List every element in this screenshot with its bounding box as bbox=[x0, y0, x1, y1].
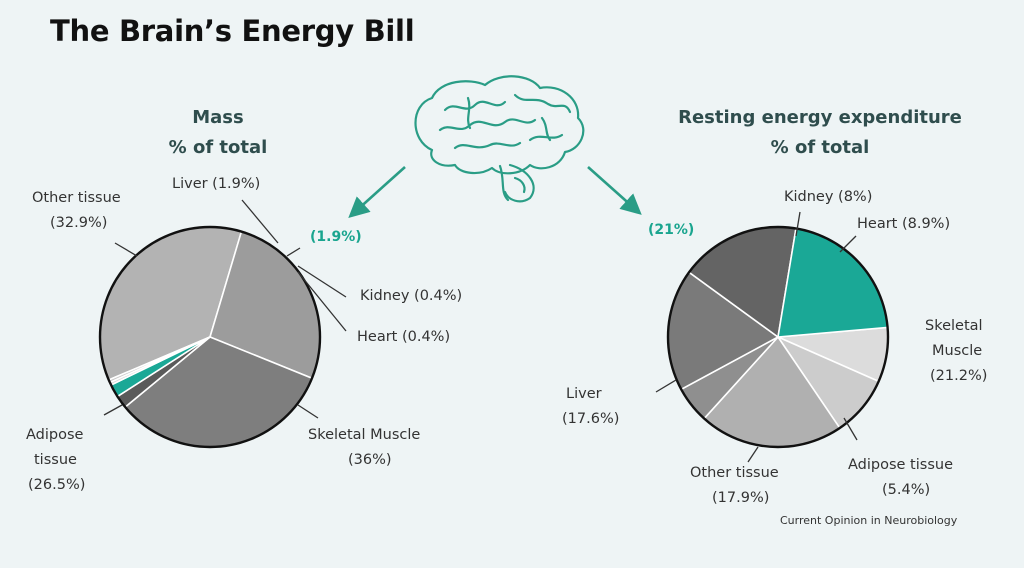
left-arrow bbox=[348, 166, 406, 218]
energy-leader-liver bbox=[655, 379, 677, 393]
mass-chart-title-line2: % of total bbox=[168, 137, 268, 158]
energy-label-other-tissue-0: Other tissue bbox=[690, 465, 779, 481]
energy-label-skeletal-muscle-2: (21.2%) bbox=[930, 368, 987, 384]
energy-chart-title-line2: % of total bbox=[770, 137, 870, 158]
source-credit: Current Opinion in Neurobiology bbox=[780, 514, 958, 527]
brain-illustration-icon bbox=[414, 75, 585, 203]
energy-slice-brain bbox=[777, 227, 889, 338]
energy-label-kidney-0: Kidney (8%) bbox=[784, 189, 872, 205]
mass-pie-chart bbox=[98, 225, 322, 449]
energy-leader-heart bbox=[839, 235, 857, 253]
mass-leader-liver bbox=[241, 199, 279, 244]
mass-label-kidney-0: Kidney (0.4%) bbox=[360, 288, 462, 304]
mass-label-adipose-tissue-0: Adipose bbox=[26, 427, 84, 443]
energy-label-adipose-tissue-1: (5.4%) bbox=[882, 482, 930, 498]
energy-leader-adipose-tissue bbox=[843, 417, 858, 441]
page-title: The Brain’s Energy Bill bbox=[50, 14, 415, 48]
mass-label-other-tissue-1: (32.9%) bbox=[50, 215, 107, 231]
mass-leader-adipose-tissue bbox=[103, 404, 123, 416]
energy-label-liver-0: Liver bbox=[566, 386, 602, 402]
right-arrow bbox=[587, 166, 642, 215]
energy-label-adipose-tissue-0: Adipose tissue bbox=[848, 457, 953, 473]
mass-leader-heart bbox=[297, 271, 347, 332]
mass-leader-kidney bbox=[297, 265, 347, 298]
mass-leader-skeletal-muscle bbox=[297, 404, 319, 419]
energy-leader-other-tissue bbox=[747, 446, 759, 463]
mass-label-other-tissue-0: Other tissue bbox=[32, 190, 121, 206]
energy-label-other-tissue-1: (17.9%) bbox=[712, 490, 769, 506]
mass-label-heart-0: Heart (0.4%) bbox=[357, 329, 450, 345]
mass-label-skeletal-muscle-0: Skeletal Muscle bbox=[308, 427, 420, 443]
energy-leader-kidney bbox=[795, 211, 801, 237]
energy-label-skeletal-muscle-0: Skeletal bbox=[925, 318, 983, 334]
energy-label-liver-1: (17.6%) bbox=[562, 411, 619, 427]
mass-label-skeletal-muscle-1: (36%) bbox=[348, 452, 392, 468]
energy-pie-chart bbox=[666, 225, 890, 449]
mass-label-liver-0: Liver (1.9%) bbox=[172, 176, 260, 192]
mass-chart-title-line1: Mass bbox=[192, 107, 244, 128]
chart-labels: Skeletal Muscle (36%) Adipose tissue (26.5%)… bbox=[26, 176, 987, 506]
mass-leader-brain bbox=[286, 247, 301, 257]
energy-label-heart-0: Heart (8.9%) bbox=[857, 216, 950, 232]
mass-label-brain-0: (1.9%) bbox=[310, 229, 362, 245]
energy-label-skeletal-muscle-1: Muscle bbox=[932, 343, 982, 359]
mass-label-adipose-tissue-2: (26.5%) bbox=[28, 477, 85, 493]
mass-chart-title: Mass % of total bbox=[118, 103, 318, 163]
energy-label-brain-0: (21%) bbox=[648, 222, 694, 238]
energy-chart-title-line1: Resting energy expenditure bbox=[678, 107, 962, 128]
mass-leader-other-tissue bbox=[114, 242, 138, 257]
energy-chart-title: Resting energy expenditure % of total bbox=[655, 103, 985, 163]
mass-label-adipose-tissue-1: tissue bbox=[34, 452, 77, 468]
energy-pie-outline bbox=[666, 225, 890, 449]
mass-pie-outline bbox=[98, 225, 322, 449]
